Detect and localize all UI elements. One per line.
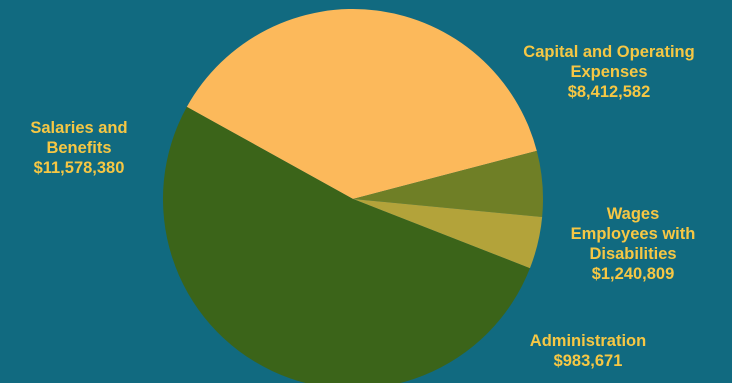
label-wages-line-1: Wages: [606, 205, 660, 223]
label-capital-line-1: Capital and Operating: [523, 43, 695, 61]
label-wages-value: $1,240,809: [591, 265, 675, 283]
label-salaries-line-2: Benefits: [46, 139, 112, 157]
label-salaries-benefits: Salaries and Benefits $11,578,380: [4, 118, 154, 178]
slice-wages: [353, 150, 544, 217]
label-administration: Administration $983,671: [503, 331, 673, 371]
label-wages-line-3: Disabilities: [589, 245, 677, 263]
label-salaries-value: $11,578,380: [33, 159, 125, 177]
slice-capital-operating: [186, 9, 537, 200]
slice-salaries-benefits: [163, 106, 530, 383]
label-wages: Wages Employees with Disabilities $1,240…: [548, 204, 718, 284]
label-wages-line-2: Employees with: [570, 225, 696, 243]
label-administration-line-1: Administration: [529, 332, 647, 350]
label-capital-line-2: Expenses: [570, 63, 648, 81]
label-capital-operating: Capital and Operating Expenses $8,412,58…: [497, 42, 721, 102]
label-salaries-line-1: Salaries and: [30, 119, 128, 137]
label-capital-value: $8,412,582: [567, 83, 651, 101]
slice-administration: [353, 199, 543, 269]
label-administration-value: $983,671: [553, 352, 623, 370]
